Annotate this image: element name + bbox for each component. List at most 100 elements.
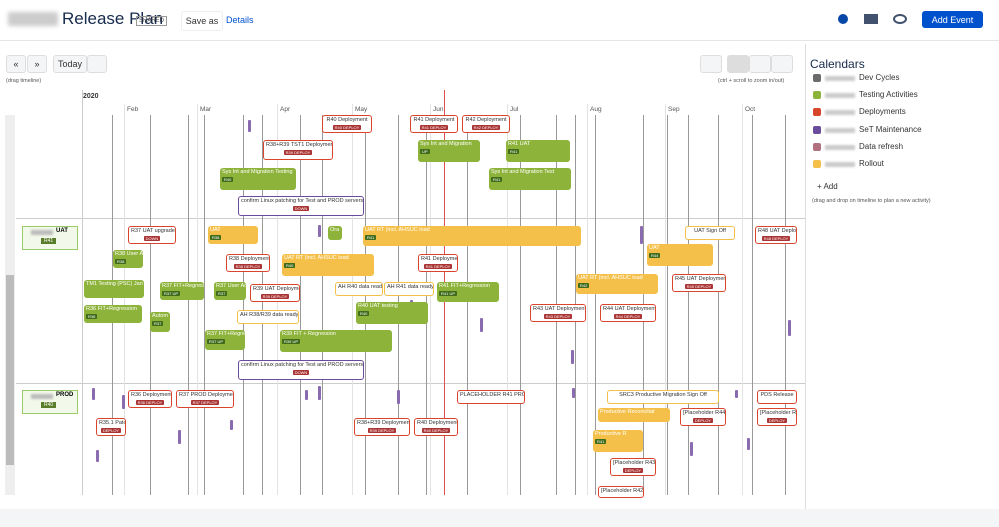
maintenance-tick [122,395,125,409]
calendar-name[interactable]: SeT Maintenance [859,124,922,134]
calendar-swatch[interactable] [813,108,821,117]
milestone-line [752,115,753,495]
event[interactable]: UAT R44 [647,244,713,266]
calendar-swatch[interactable] [813,125,821,134]
event[interactable]: AH R41 data ready [384,282,434,296]
event[interactable]: R38 User A R38 [113,250,143,268]
event[interactable]: R42 Deployment R42 DEPLOY [462,115,510,133]
event[interactable]: AH R38/R39 data ready [237,310,299,324]
month-line [507,104,508,495]
calendar-swatch[interactable] [813,142,821,151]
event[interactable]: R41 UAT R41 [506,140,570,162]
event[interactable]: R40 Deployment R40 DEPLOY [322,115,372,133]
calendar-name[interactable]: Testing Activities [859,90,918,100]
event[interactable]: [Placeholder R43] DEPLOY [610,458,656,476]
event[interactable]: [Placeholder R44] DEPLOY [680,408,726,426]
lane-label[interactable]: UAT R41 [22,226,78,250]
calendar-name[interactable]: Deployments [859,107,906,117]
event[interactable]: R38 Deployment R38 DEPLOY [226,254,270,272]
event[interactable]: Productive R R41 [593,430,643,452]
event[interactable]: confirm Linux patching for Test and PROD… [238,360,364,380]
lane-divider [16,383,805,384]
event-label: R40 UAT testing [358,303,398,309]
event-label: TM1 Testing (PSC) Jan [86,281,143,287]
fullscreen[interactable] [771,55,793,73]
add-calendar[interactable]: + Add [817,182,838,191]
event[interactable]: AH R40 data ready [335,282,383,296]
event[interactable]: Ora [328,226,342,240]
settings-icon[interactable] [893,14,907,24]
event-label: R37 UAT upgrade [131,228,175,234]
event[interactable]: TM1 Testing (PSC) Jan [84,280,144,298]
event[interactable]: R36 Deployment R36 DEPLOY [128,390,172,408]
event[interactable]: R37 FIT+Regre R37 UP [205,330,245,350]
zoom-out[interactable] [727,55,749,73]
event-badge: DEPLOY [622,468,644,473]
calendar-swatch[interactable] [813,91,821,100]
calendar-name[interactable]: Dev Cycles [859,73,900,82]
event[interactable]: R40 UAT testing R40 [356,302,428,324]
calendar-name[interactable]: Data refresh [859,141,904,151]
event[interactable]: R37 UAT upgrade DOWN [128,226,176,244]
event[interactable]: Productive Reconciliat [598,408,670,422]
zoom-in[interactable] [749,55,771,73]
event[interactable]: confirm Linux patching for Test and PROD… [238,196,364,216]
event-label: UAT RT (incl. AHSUC load [365,227,430,233]
event[interactable]: R37 FIT+Regression R37 UP [160,282,204,300]
event[interactable]: [Placeholder R4 DEPLOY [757,408,797,426]
event[interactable]: R45 UAT Deployment R45 DEPLOY [672,274,726,292]
event[interactable]: R38+R39 Deployment R39 DEPLOY [354,418,410,436]
today[interactable]: Today [53,55,87,73]
event[interactable]: Sys Int and Migration Test R41 [489,168,571,190]
event[interactable]: R40 Deployment R40 DEPLOY [414,418,458,436]
event[interactable]: R39 FIT + Regression R39 UP [280,330,392,352]
calendar-swatch[interactable] [813,160,821,168]
lane-name: UAT [56,228,68,234]
event[interactable]: R36 FIT+Regression R36 [84,305,142,323]
next[interactable]: » [27,55,47,73]
save-as[interactable]: Save as [181,11,223,31]
event[interactable]: SRC3 Productive Migration Sign Off [607,390,719,404]
calendar-picker[interactable] [87,55,107,73]
page-title: Release Plan [62,9,164,28]
maintenance-tick [735,390,738,398]
event[interactable]: UAT RT (incl. AHSUC load R41 [363,226,581,246]
event[interactable]: UAT RT (incl. AHSUC load R42 [576,274,658,294]
event-badge: R40 [358,311,370,316]
event[interactable]: R44 UAT Deployment R44 DEPLOY [600,304,656,322]
share-icon[interactable] [864,14,878,24]
details-link[interactable]: Details [226,15,254,25]
event[interactable]: R41 FIT+Regression R41 UP [437,282,499,302]
refresh[interactable] [700,55,722,73]
event[interactable]: R38+R39 TST1 Deployment R39 DEPLOY [263,140,333,160]
event[interactable]: PDS Release [757,390,797,404]
event[interactable]: [Placeholder R42] [598,486,644,498]
event[interactable]: R43 UAT Deployment R43 DEPLOY [530,304,586,322]
calendar-blur [825,93,855,99]
event[interactable]: PLACEHOLDER R41 PROD [457,390,525,404]
event-label: R48 UAT Deployment [758,228,797,234]
event[interactable]: UAT Sign Off [685,226,735,240]
calendar-name[interactable]: Rollout [859,159,884,168]
event[interactable]: R37 PROD Deployment R37 DEPLOY [176,390,234,408]
event[interactable]: R39 UAT Deployment R39 DEPLOY [250,284,300,302]
help-icon[interactable] [838,14,848,24]
event[interactable]: Sys Int and Migration Testing R40 [220,168,296,190]
event[interactable]: R35.1 Patch DEPLOY [96,418,126,436]
event-badge: DOWN [292,370,310,375]
calendar-swatch[interactable] [813,74,821,82]
prev[interactable]: « [6,55,26,73]
event[interactable]: R41 Deployment R41 DEPLOY [418,254,458,272]
lane-label[interactable]: PROD R40 [22,390,78,414]
add-event[interactable]: Add Event [922,11,983,28]
maintenance-tick [571,350,574,364]
event[interactable]: Sys Int and Migration UP [418,140,480,162]
event[interactable]: UAT R38 [208,226,258,244]
event[interactable]: R41 Deployment R41 DEPLOY [410,115,458,133]
event[interactable]: Autom R37 [150,312,170,332]
scroll-thumb[interactable] [6,275,14,465]
event[interactable]: UAT RT (incl. AHSUC load R40 [282,254,374,276]
month-line [124,104,125,495]
event[interactable]: R48 UAT Deployment R48 DEPLOY [755,226,797,244]
event[interactable]: R37 User Acce R37 [214,282,246,300]
